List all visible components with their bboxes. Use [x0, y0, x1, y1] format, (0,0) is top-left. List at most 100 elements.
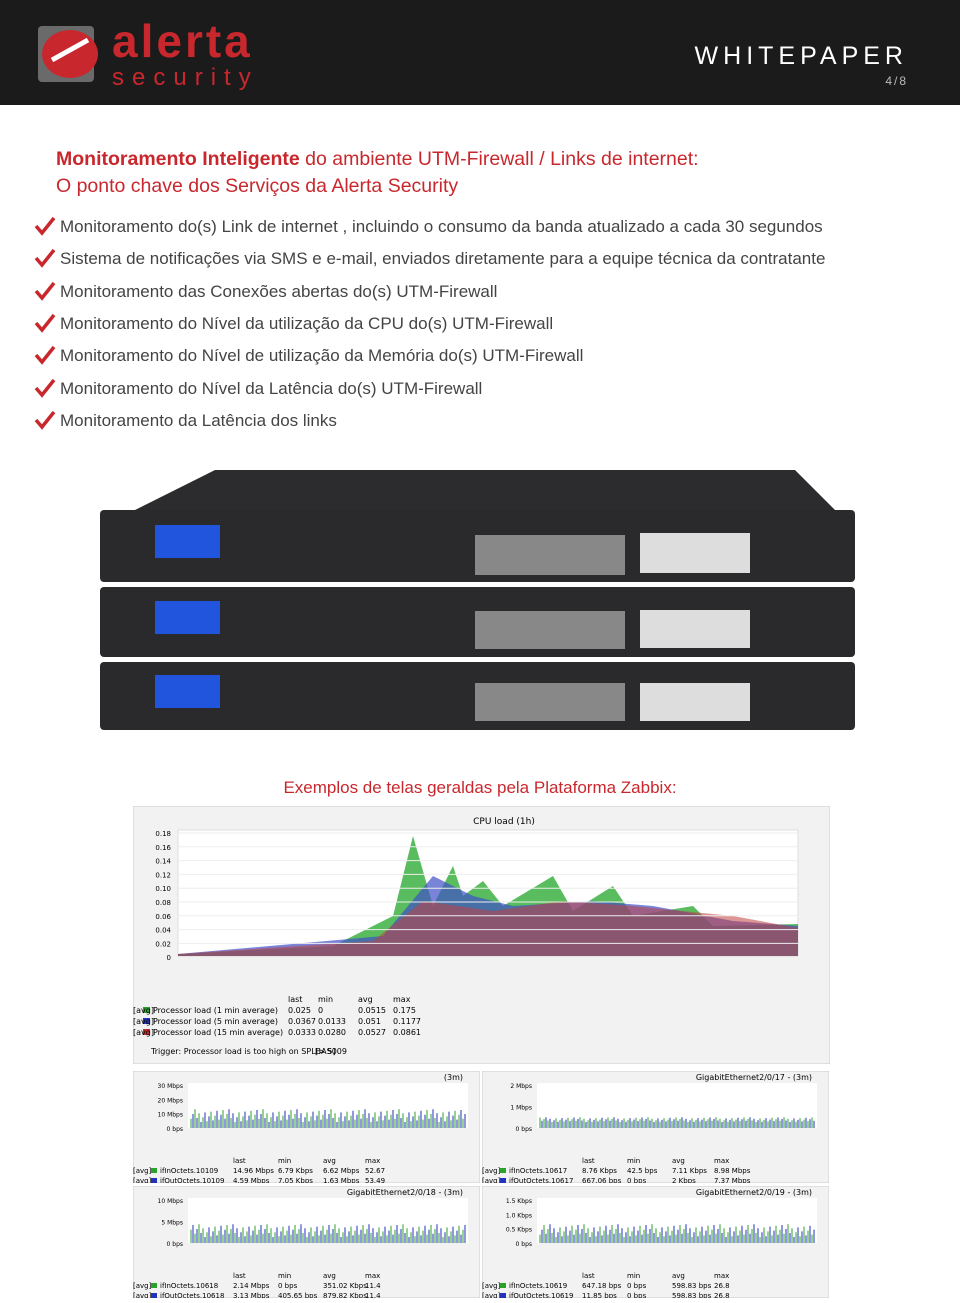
- chart-title: CPU load (1h): [473, 817, 535, 827]
- legend-cell: ifOutOctets.10619: [509, 1292, 573, 1298]
- legend-header: max: [365, 1272, 380, 1280]
- chart-title: (3m): [444, 1073, 463, 1082]
- y-tick-label: 0.02: [155, 940, 171, 948]
- logo-icon: [38, 26, 98, 82]
- legend-cell: 0.1177: [393, 1017, 421, 1026]
- brand-sub: security: [112, 64, 259, 91]
- y-tick-label: 10 Mbps: [158, 1112, 183, 1119]
- legend-cell: 26.8: [714, 1282, 730, 1290]
- legend-swatch: [151, 1283, 157, 1288]
- legend-cell: [avg]: [133, 1028, 154, 1037]
- bullet: Monitoramento do Nível de utilização da …: [34, 345, 583, 366]
- legend-cell: Processor load (15 min average): [153, 1028, 283, 1037]
- legend-cell: [avg]: [482, 1167, 501, 1175]
- legend-cell: 0.0133: [318, 1017, 346, 1026]
- legend-cell: 0 bps: [627, 1177, 647, 1183]
- legend-cell: 42.5 bps: [627, 1167, 658, 1175]
- legend-swatch: [151, 1178, 157, 1183]
- y-tick-label: 0 bps: [167, 1126, 183, 1133]
- traffic-chart-screenshot: GigabitEthernet2/0/19 - (3m) 1.5 Kbps 1.0 …: [482, 1186, 829, 1298]
- legend-swatch: [143, 1029, 150, 1035]
- plot-bg: [188, 1198, 468, 1243]
- legend-header: max: [714, 1157, 729, 1165]
- legend-cell: 2.14 Mbps: [233, 1282, 270, 1290]
- legend-header: avg: [358, 995, 373, 1004]
- legend-cell: ifInOctets.10109: [160, 1167, 218, 1175]
- y-tick-label: 0.10: [155, 885, 171, 893]
- legend-cell: 6.79 Kbps: [278, 1167, 313, 1175]
- legend-header: max: [714, 1272, 729, 1280]
- heading: Monitoramento Inteligente do ambiente UT…: [56, 146, 699, 200]
- y-tick-label: 20 Mbps: [158, 1097, 183, 1104]
- check-icon: [34, 281, 56, 301]
- legend-cell: 0: [318, 1006, 323, 1015]
- y-tick-label: 0.14: [155, 858, 171, 866]
- legend-cell: 0.0527: [358, 1028, 386, 1037]
- brand: alerta: [112, 15, 253, 67]
- legend-swatch: [151, 1293, 157, 1298]
- legend-cell: 598.83 bps: [672, 1292, 712, 1298]
- legend-cell: 26.8: [714, 1292, 730, 1298]
- y-tick-label: 0 bps: [516, 1241, 532, 1248]
- legend-cell: 11.4: [365, 1292, 381, 1298]
- legend-header: min: [278, 1157, 291, 1165]
- check-icon: [34, 410, 56, 430]
- legend-cell: [avg]: [133, 1292, 152, 1298]
- y-tick-label: 0.06: [155, 913, 171, 921]
- legend-cell: 3.13 Mbps: [233, 1292, 270, 1298]
- plot-bg: [537, 1198, 817, 1243]
- bullet: Monitoramento do Nível da utilização da …: [34, 313, 553, 334]
- traffic-chart-screenshot: GigabitEthernet2/0/18 - (3m) 10 Mbps 5 Mbp…: [133, 1186, 480, 1298]
- caption: Exemplos de telas geraldas pela Platafor…: [283, 778, 677, 797]
- firewall-image: [100, 470, 855, 730]
- legend-cell: 0.0515: [358, 1006, 386, 1015]
- heading-rest: do ambiente UTM-Firewall / Links de inte…: [305, 148, 699, 170]
- y-tick-label: 10 Mbps: [158, 1198, 183, 1205]
- legend-header: min: [627, 1157, 640, 1165]
- legend-cell: [avg]: [482, 1292, 501, 1298]
- legend-cell: ifOutOctets.10109: [160, 1177, 224, 1183]
- legend-header: last: [582, 1272, 595, 1280]
- y-tick-label: 1 Mbps: [510, 1105, 532, 1112]
- bullet-text: Monitoramento do Nível da Latência do(s)…: [60, 378, 483, 398]
- legend-swatch: [500, 1283, 506, 1288]
- legend-cell: 2 Kbps: [672, 1177, 696, 1183]
- legend-cell: 0.0333: [288, 1028, 316, 1037]
- plot-bg: [188, 1083, 468, 1128]
- y-tick-label: 0 bps: [167, 1241, 183, 1248]
- legend-swatch: [500, 1168, 506, 1173]
- traffic-chart-screenshot: GigabitEthernet2/0/17 - (3m) 2 Mbps 1 Mbps…: [482, 1071, 829, 1183]
- y-tick-label: 0.16: [155, 844, 171, 852]
- heading-highlight: Monitoramento Inteligente: [56, 148, 300, 170]
- legend-cell: 0.0367: [288, 1017, 316, 1026]
- y-tick-label: 0 bps: [516, 1126, 532, 1133]
- legend-header: avg: [323, 1157, 336, 1165]
- legend-cell: 0 bps: [627, 1282, 647, 1290]
- y-tick-label: 1.0 Kbps: [506, 1212, 532, 1219]
- traffic-chart-screenshot: (3m) 30 Mbps 20 Mbps 10 Mbps 0 bps last min avg…: [133, 1071, 480, 1183]
- y-tick-label: 0.08: [155, 899, 171, 907]
- bullet-text: Sistema de notificações via SMS e e-mail…: [60, 249, 826, 269]
- legend-header: avg: [323, 1272, 336, 1280]
- legend-cell: 879.82 Kbps: [323, 1292, 367, 1298]
- bullet: Monitoramento da Latência dos links: [34, 410, 337, 431]
- y-tick-label: 2 Mbps: [510, 1083, 532, 1090]
- legend-header: min: [627, 1272, 640, 1280]
- legend-header: last: [582, 1157, 595, 1165]
- legend-cell: [avg]: [482, 1177, 501, 1183]
- check-icon: [34, 378, 56, 398]
- legend-swatch: [143, 1007, 150, 1013]
- legend-cell: 52.67: [365, 1167, 385, 1175]
- legend-cell: [avg]: [482, 1282, 501, 1290]
- bullet-text: Monitoramento das Conexões abertas do(s)…: [60, 281, 498, 301]
- legend-cell: 667.06 bps: [582, 1177, 622, 1183]
- legend-cell: ifInOctets.10617: [509, 1167, 567, 1175]
- legend-cell: ifInOctets.10619: [509, 1282, 567, 1290]
- legend-swatch: [500, 1178, 506, 1183]
- header: alerta security WHITEPAPER 4/8: [0, 0, 960, 105]
- legend-cell: [avg]: [133, 1282, 152, 1290]
- legend-header: min: [278, 1272, 291, 1280]
- check-icon: [34, 313, 56, 333]
- legend-header: min: [318, 995, 333, 1004]
